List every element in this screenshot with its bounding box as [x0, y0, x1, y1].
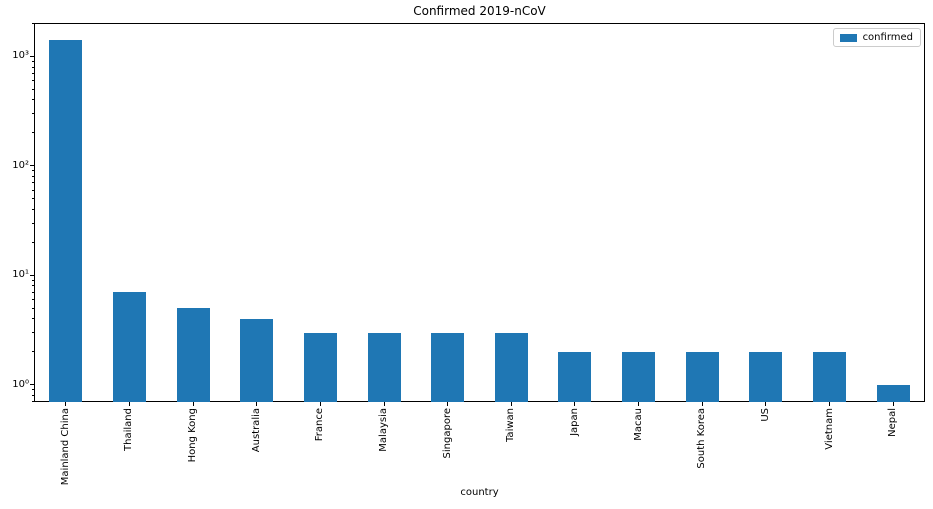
bar-taiwan	[494, 332, 528, 402]
y-minor-tick	[32, 332, 34, 334]
y-minor-tick	[32, 222, 34, 224]
y-tick-label: 10³	[12, 50, 29, 62]
x-tick-label: Australia	[250, 408, 262, 453]
y-minor-tick	[32, 351, 34, 353]
bar-vietnam	[813, 351, 847, 402]
y-minor-tick	[32, 394, 34, 396]
bar-australia	[240, 318, 274, 402]
x-tick-label: Macau	[632, 408, 644, 441]
y-minor-tick	[32, 401, 34, 403]
bar-macau	[622, 351, 656, 402]
y-minor-tick	[32, 175, 34, 177]
y-tick-label: 10⁰	[12, 378, 29, 390]
x-tick-label: South Korea	[696, 408, 708, 469]
y-minor-tick	[32, 241, 34, 243]
y-minor-tick	[32, 307, 34, 309]
x-tick	[510, 402, 512, 406]
x-tick	[829, 402, 831, 406]
bar-mainland-china	[49, 40, 83, 402]
y-minor-tick	[32, 99, 34, 101]
plot-area	[34, 23, 925, 402]
y-minor-tick	[32, 182, 34, 184]
y-minor-tick	[32, 60, 34, 62]
y-major-tick	[30, 274, 34, 276]
x-tick	[701, 402, 703, 406]
x-tick	[765, 402, 767, 406]
x-tick	[256, 402, 258, 406]
x-tick-label: Hong Kong	[187, 408, 199, 463]
x-tick	[447, 402, 449, 406]
x-tick-label: Taiwan	[505, 408, 517, 443]
x-tick	[192, 402, 194, 406]
x-tick	[638, 402, 640, 406]
x-tick-label: Japan	[568, 408, 580, 436]
x-tick-label: Nepal	[887, 408, 899, 437]
bar-us	[749, 351, 783, 402]
y-minor-tick	[32, 318, 34, 320]
x-tick	[383, 402, 385, 406]
y-minor-tick	[32, 279, 34, 281]
y-minor-tick	[32, 299, 34, 301]
x-tick-label: Vietnam	[823, 408, 835, 450]
bar-nepal	[876, 384, 910, 402]
legend-swatch	[839, 33, 857, 42]
x-tick-label: Malaysia	[378, 408, 390, 452]
x-tick-label: US	[759, 408, 771, 422]
bar-france	[303, 332, 337, 402]
x-axis-title: country	[460, 487, 499, 498]
y-minor-tick	[32, 72, 34, 74]
y-minor-tick	[32, 66, 34, 68]
x-tick-label: Mainland China	[59, 408, 71, 486]
bar-japan	[558, 351, 592, 402]
bar-hong-kong	[176, 308, 210, 402]
y-major-tick	[30, 55, 34, 57]
y-minor-tick	[32, 132, 34, 134]
legend: confirmed	[832, 28, 921, 47]
y-major-tick	[30, 384, 34, 386]
x-tick	[574, 402, 576, 406]
x-tick	[892, 402, 894, 406]
y-minor-tick	[32, 88, 34, 90]
x-tick-label: France	[314, 408, 326, 442]
y-minor-tick	[32, 80, 34, 82]
bar-thailand	[112, 292, 146, 402]
y-tick-label: 10¹	[12, 269, 29, 281]
x-tick-label: Thailand	[123, 408, 135, 451]
chart-title: Confirmed 2019-nCoV	[413, 4, 546, 18]
bar-singapore	[431, 332, 465, 402]
y-minor-tick	[32, 291, 34, 293]
bar-malaysia	[367, 332, 401, 402]
legend-label: confirmed	[862, 32, 913, 43]
y-major-tick	[30, 165, 34, 167]
y-minor-tick	[32, 113, 34, 115]
x-tick-label: Singapore	[441, 408, 453, 459]
x-tick	[65, 402, 67, 406]
bar-south-korea	[685, 351, 719, 402]
y-minor-tick	[32, 22, 34, 24]
y-minor-tick	[32, 198, 34, 200]
y-minor-tick	[32, 285, 34, 287]
y-minor-tick	[32, 189, 34, 191]
y-minor-tick	[32, 208, 34, 210]
x-tick	[319, 402, 321, 406]
y-minor-tick	[32, 170, 34, 172]
y-minor-tick	[32, 389, 34, 391]
y-tick-label: 10²	[12, 159, 29, 171]
x-tick	[128, 402, 130, 406]
